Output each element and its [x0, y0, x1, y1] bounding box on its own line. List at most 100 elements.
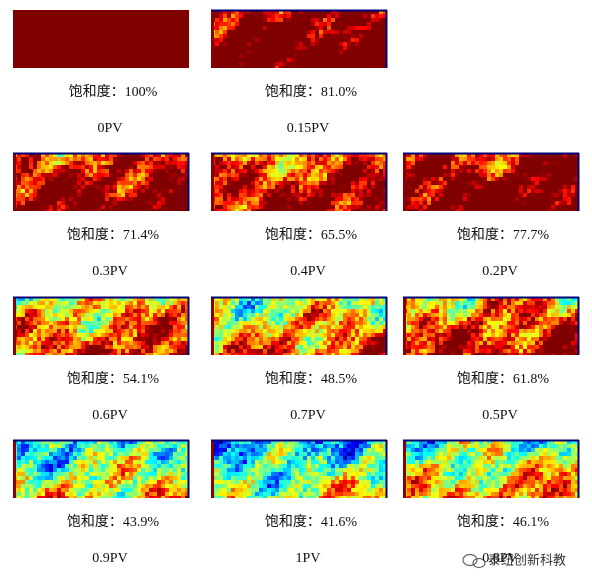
map-cell [499, 345, 503, 349]
map-cell [435, 333, 439, 337]
map-cell [61, 185, 65, 189]
map-cell [21, 157, 25, 161]
map-cell [25, 161, 29, 165]
map-cell [491, 317, 495, 321]
map-cell [455, 309, 459, 313]
map-cell [165, 185, 169, 189]
map-cell [141, 169, 145, 173]
map-cell [215, 22, 219, 26]
map-cell [339, 193, 343, 197]
map-cell [137, 341, 141, 345]
map-cell [343, 153, 347, 157]
map-cell [331, 18, 335, 22]
map-cell [57, 321, 61, 325]
map-cell [295, 201, 299, 205]
map-cell [351, 14, 355, 18]
map-cell [335, 66, 339, 68]
map-cell [251, 197, 255, 201]
map-cell [311, 46, 315, 50]
map-cell [523, 333, 527, 337]
map-cell [133, 181, 137, 185]
map-cell [527, 297, 531, 301]
map-cell [315, 62, 319, 66]
map-cell [515, 349, 519, 353]
map-cell [29, 337, 33, 341]
map-cell [419, 189, 423, 193]
map-cell [539, 297, 543, 301]
map-cell [125, 185, 129, 189]
map-cell [423, 444, 427, 448]
map-cell [467, 157, 471, 161]
map-cell [227, 26, 231, 30]
map-cell [303, 157, 307, 161]
map-cell [165, 209, 169, 211]
map-cell [523, 329, 527, 333]
map-cell [315, 34, 319, 38]
map-cell [295, 66, 299, 68]
map-cell [235, 325, 239, 329]
map-cell [25, 165, 29, 169]
map-cell [279, 22, 283, 26]
map-cell [527, 209, 531, 211]
map-cell [73, 209, 77, 211]
map-cell [343, 301, 347, 305]
map-cell [527, 349, 531, 353]
map-cell [459, 444, 463, 448]
map-cell [69, 301, 73, 305]
map-cell [275, 177, 279, 181]
map-cell [235, 46, 239, 50]
map-cell [117, 301, 121, 305]
map-cell [327, 173, 331, 177]
map-cell [295, 54, 299, 58]
map-cell [37, 185, 41, 189]
map-cell [57, 161, 61, 165]
map-cell [339, 329, 343, 333]
map-cell [415, 309, 419, 313]
map-cell [431, 456, 435, 460]
map-cell [17, 209, 21, 211]
map-cell [215, 169, 219, 173]
map-cell [475, 317, 479, 321]
map-cell [491, 313, 495, 317]
map-cell [287, 349, 291, 353]
map-cell [355, 66, 359, 68]
map-cell [263, 345, 267, 349]
map-cell [367, 66, 371, 68]
map-cell [283, 22, 287, 26]
map-cell [359, 169, 363, 173]
map-cell [53, 337, 57, 341]
map-cell [153, 333, 157, 337]
map-cell [379, 325, 383, 329]
map-cell [311, 205, 315, 209]
map-cell [447, 325, 451, 329]
map-cell [455, 157, 459, 161]
map-cell [367, 42, 371, 46]
map-cell [451, 309, 455, 313]
map-cell [271, 181, 275, 185]
saturation-map [403, 439, 580, 498]
map-cell [507, 452, 511, 456]
map-cell [89, 169, 93, 173]
map-cell [295, 305, 299, 309]
map-cell [37, 201, 41, 205]
map-cell [49, 301, 53, 305]
map-cell [219, 38, 223, 42]
map-cell [419, 460, 423, 464]
map-cell [275, 169, 279, 173]
map-cell [435, 161, 439, 165]
map-cell [435, 157, 439, 161]
map-cell [383, 42, 387, 46]
map-cell [443, 353, 447, 355]
map-cell [303, 309, 307, 313]
map-cell [327, 169, 331, 173]
map-cell [295, 26, 299, 30]
map-cell [523, 309, 527, 313]
map-cell [515, 205, 519, 209]
map-cell [507, 317, 511, 321]
map-cell [177, 301, 181, 305]
map-cell [555, 181, 559, 185]
map-cell [355, 313, 359, 317]
map-cell [149, 177, 153, 181]
map-cell [371, 42, 375, 46]
map-cell [235, 205, 239, 209]
